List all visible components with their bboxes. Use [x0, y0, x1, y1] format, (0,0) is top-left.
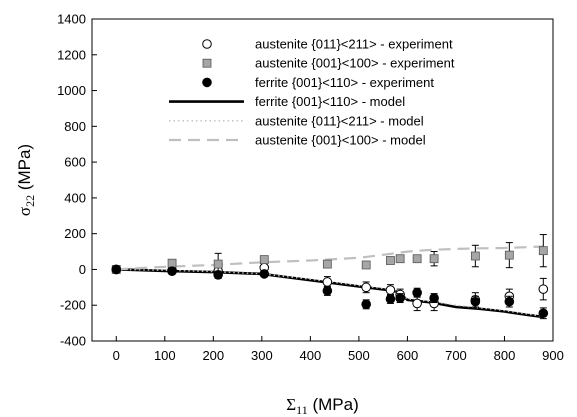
y-axis-symbol: σ [15, 207, 34, 216]
plot-frame [91, 18, 554, 342]
data-point-grey-square [167, 258, 177, 268]
data-point-filled-circle [259, 269, 270, 279]
x-axis-symbol: Σ [286, 395, 296, 414]
y-tick-label: 0 [79, 262, 86, 277]
y-axis-subscript: 22 [23, 195, 37, 207]
legend: austenite {011}<211> - experiment austeni… [169, 37, 455, 148]
data-point-grey-square [386, 256, 395, 265]
data-point-grey-square [361, 260, 371, 270]
y-tick-label: -200 [60, 298, 86, 313]
data-point-grey-square [429, 254, 439, 264]
data-point-grey-square [538, 246, 548, 256]
legend-entry-label: ferrite {001}<110> - experiment [255, 75, 434, 90]
x-axis-title: Σ11 (MPa) [286, 395, 358, 417]
series-line-dotted-line [116, 268, 544, 317]
y-axis-unit: (MPa) [15, 144, 34, 195]
data-point-grey-square [412, 254, 422, 264]
y-tick-label: 600 [64, 155, 86, 170]
data-point-filled-circle [322, 286, 333, 296]
y-axis-label: σ22 (MPa) [15, 144, 37, 216]
x-tick-label: 200 [202, 348, 224, 363]
x-axis-subscript: 11 [296, 403, 308, 417]
legend-entry-label: ferrite {001}<110> - model [255, 94, 405, 109]
x-tick-label: 300 [251, 348, 273, 363]
x-tick-label: 100 [154, 348, 176, 363]
x-tick-label: 0 [113, 348, 120, 363]
data-point-filled-circle [538, 308, 549, 319]
x-tick-label: 800 [494, 348, 516, 363]
data-point-open-circle [538, 284, 549, 294]
legend-swatch-marker [202, 77, 212, 88]
y-tick-label: 800 [64, 119, 86, 134]
data-point-filled-circle [167, 266, 177, 277]
y-tick-label: -400 [60, 334, 86, 349]
legend-swatch-marker [202, 58, 212, 68]
legend-swatch-marker [202, 39, 212, 49]
x-tick-label: 900 [542, 348, 564, 363]
x-tick-label: 700 [445, 348, 467, 363]
data-point-filled-circle [385, 294, 396, 304]
data-point-open-circle [412, 298, 422, 309]
data-point-filled-circle [412, 287, 422, 298]
data-point-filled-circle [395, 293, 405, 303]
data-point-grey-square [322, 259, 332, 269]
data-point-grey-square [470, 251, 480, 261]
data-point-filled-circle [361, 299, 371, 310]
data-point-filled-circle [213, 270, 223, 280]
data-point-open-circle [385, 285, 396, 295]
x-tick-label: 600 [397, 348, 419, 363]
y-tick-label: 200 [64, 226, 86, 241]
y-axis-title: σ22 (MPa) [15, 144, 37, 216]
x-axis-unit: (MPa) [308, 395, 359, 414]
plot-area: -400 -200 0 200 400 600 800 1000 1200 1400 0 100 200… [57, 12, 564, 364]
y-tick-label: 1400 [57, 12, 86, 27]
y-tick-label: 1200 [57, 47, 86, 62]
data-point-grey-square [395, 254, 405, 264]
x-tick-label: 400 [300, 348, 322, 363]
legend-entry-label: austenite {001}<100> - model [255, 133, 426, 148]
y-tick-label: 1000 [57, 83, 86, 98]
legend-entry-label: austenite {011}<211> - model [255, 113, 424, 128]
x-axis-label: Σ11 (MPa) [286, 395, 358, 417]
data-point-open-circle [322, 277, 333, 287]
data-point-open-circle [361, 282, 371, 293]
legend-entry-label: austenite {011}<211> - experiment [255, 37, 453, 52]
legend-entry-label: austenite {001}<100> - experiment [255, 56, 455, 71]
data-point-filled-circle [111, 264, 122, 275]
data-point-filled-circle [470, 296, 481, 307]
data-point-filled-circle [429, 293, 439, 303]
y-tick-label: 400 [64, 190, 86, 205]
x-tick-label: 500 [348, 348, 370, 363]
data-point-grey-square [259, 255, 269, 265]
data-point-grey-square [504, 250, 514, 260]
data-point-grey-square [213, 259, 223, 269]
data-point-filled-circle [504, 296, 515, 307]
